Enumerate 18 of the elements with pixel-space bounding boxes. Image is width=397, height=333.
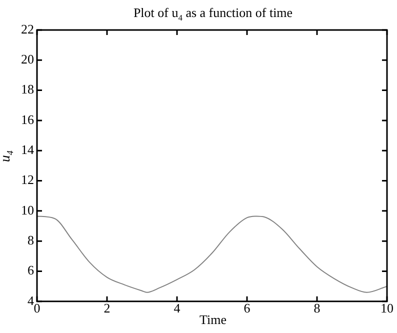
y-tick-label: 10 xyxy=(21,202,34,218)
y-tick-label: 16 xyxy=(21,112,34,127)
y-tick-label: 12 xyxy=(21,172,34,188)
x-axis-title: Time xyxy=(200,312,226,327)
chart-title: Plot of u$_{4}$ as a function of time xyxy=(132,5,294,23)
y-tick-label: 20 xyxy=(21,52,34,67)
x-tick-label: 0 xyxy=(34,300,40,316)
y-tick-label: 22 xyxy=(21,21,34,36)
x-tick-label: 8 xyxy=(314,300,320,316)
line-series xyxy=(37,216,387,293)
x-tick-label: 2 xyxy=(104,300,110,316)
x-tick-label: 4 xyxy=(174,300,181,316)
y-tick-label: 8 xyxy=(28,232,34,248)
y-tick-label: 6 xyxy=(28,262,34,278)
y-tick-label: 18 xyxy=(21,82,34,97)
x-tick-label: 6 xyxy=(244,300,251,316)
y-tick-label: 14 xyxy=(21,142,34,158)
x-tick-label: 10 xyxy=(380,300,394,316)
